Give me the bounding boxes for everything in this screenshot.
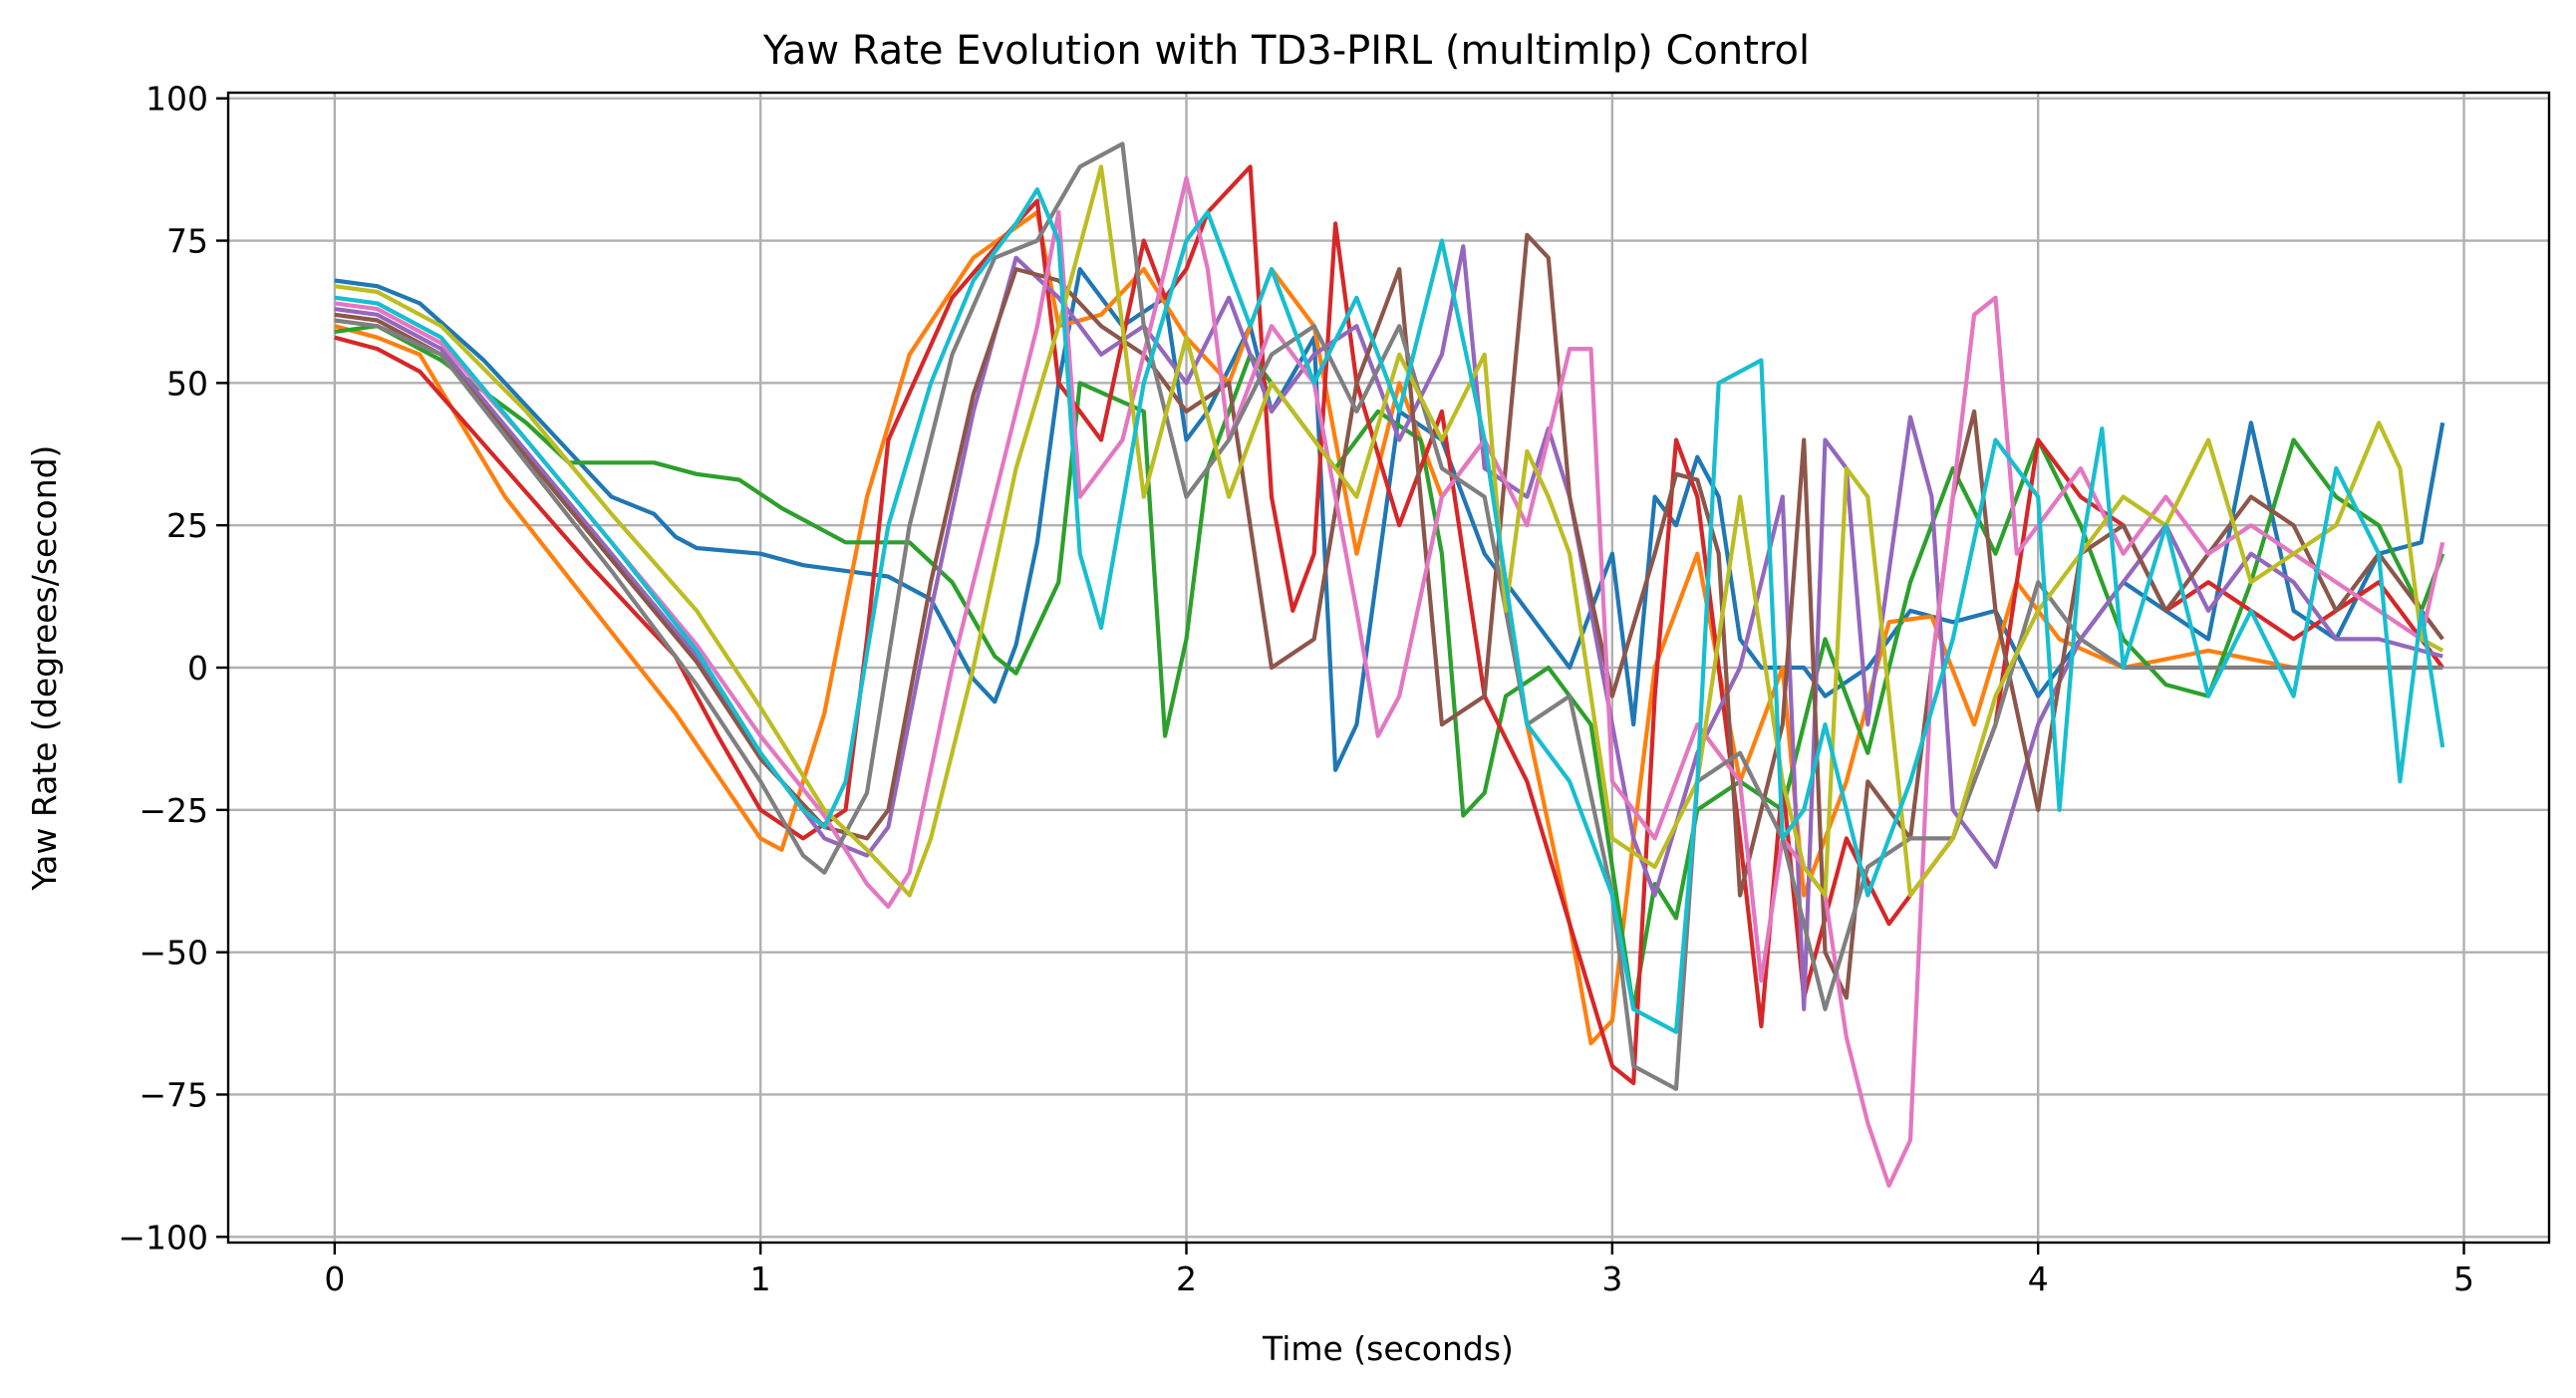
x-tick-label: 3 <box>1601 1259 1622 1298</box>
x-axis-label: Time (seconds) <box>1262 1329 1514 1368</box>
series-line-9 <box>334 164 2444 898</box>
series-line-7 <box>334 175 2445 1188</box>
y-tick-label: −75 <box>139 1075 208 1114</box>
series-line-10 <box>334 187 2445 1034</box>
x-tick-label: 4 <box>2028 1259 2049 1298</box>
y-tick-label: 100 <box>145 80 208 119</box>
x-tick-label: 2 <box>1176 1259 1197 1298</box>
y-tick-label: 50 <box>166 364 208 403</box>
series-line-8 <box>334 141 2443 1091</box>
y-tick-label: 25 <box>166 506 208 545</box>
y-tick-label: −50 <box>139 934 208 973</box>
x-tick-label: 0 <box>324 1259 345 1298</box>
x-tick-label: 5 <box>2453 1259 2474 1298</box>
series-line-4 <box>334 164 2444 1086</box>
y-axis-label: Yaw Rate (degrees/second) <box>25 445 64 892</box>
chart-title: Yaw Rate Evolution with TD3-PIRL (multim… <box>762 28 1810 74</box>
x-tick-label: 1 <box>750 1259 771 1298</box>
series-line-6 <box>334 232 2444 1000</box>
series-layer <box>334 141 2445 1188</box>
y-tick-label: 0 <box>187 649 208 688</box>
y-tick-label: −100 <box>118 1218 208 1257</box>
y-tick-label: 75 <box>166 222 208 261</box>
y-tick-label: −25 <box>139 791 208 830</box>
axis-ticks: 0 1 2 3 4 5 100 75 50 25 0 −25 −50 −75 −100 <box>118 80 2474 1298</box>
